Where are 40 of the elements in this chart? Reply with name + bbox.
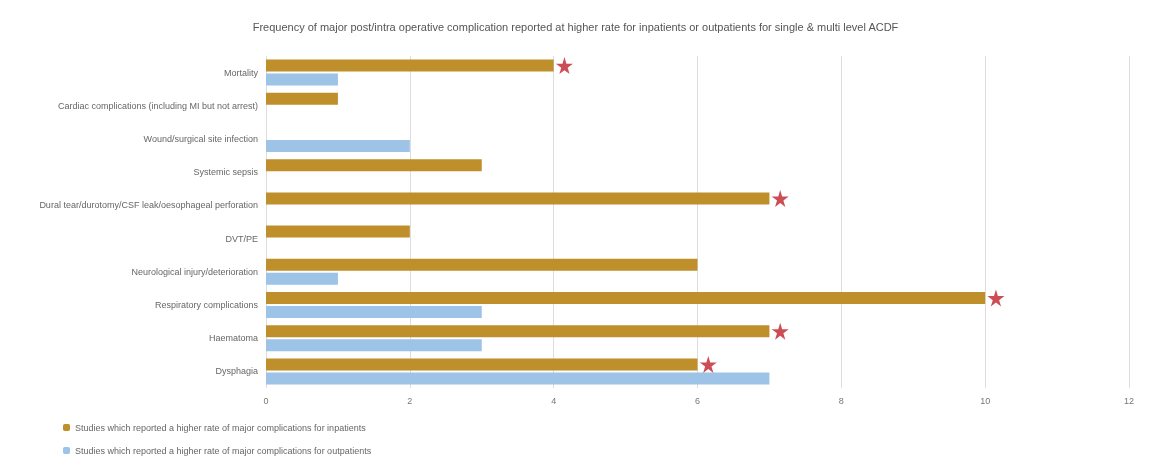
bar — [266, 92, 338, 105]
bar — [266, 339, 482, 352]
y-tick-label: Dysphagia — [215, 366, 258, 377]
bar — [266, 372, 770, 385]
point — [771, 322, 789, 340]
y-tick-label: Neurological injury/deterioration — [131, 266, 258, 277]
x-tick-label: 6 — [694, 395, 701, 406]
legend-label: Studies which reported a higher rate of major complications for outpatients — [75, 445, 372, 456]
y-tick-label: Wound/surgical site infection — [143, 134, 258, 144]
y-tick-label: Cardiac complications (including MI but not arrest) — [57, 100, 258, 111]
y-tick-label: Dural tear/durotomy/CSF leak/oesophageal perforation — [39, 200, 258, 211]
point — [987, 289, 1005, 307]
y-tick-label: Mortality — [223, 67, 259, 78]
point — [699, 355, 717, 373]
y-tick-label: Respiratory complications — [154, 300, 259, 310]
bar — [266, 159, 482, 172]
bar — [266, 306, 482, 318]
legend-label: Studies which reported a higher rate of major complications for inpatients — [75, 422, 367, 433]
bar — [266, 325, 770, 338]
y-tick-label: DVT/PE — [225, 233, 258, 244]
bar — [266, 59, 554, 72]
y-tick-label: Haematoma — [208, 333, 258, 344]
chart-title: Frequency of major post/intra operative complication reported at higher rate for inpatients or outpatients for single & multi level ACDF — [252, 20, 899, 33]
x-tick-label: 12 — [1123, 395, 1135, 406]
point — [555, 57, 573, 75]
bar — [266, 73, 338, 86]
bar — [266, 140, 410, 152]
bar — [266, 358, 698, 371]
x-tick-label: 10 — [980, 395, 991, 406]
bar — [266, 272, 338, 285]
point — [771, 189, 789, 207]
x-tick-label: 8 — [838, 395, 844, 406]
bar — [266, 258, 698, 271]
bar — [266, 225, 410, 238]
x-tick-label: 2 — [407, 395, 413, 406]
x-tick-label: 4 — [551, 395, 557, 406]
bar — [266, 192, 770, 205]
x-tick-label: 0 — [263, 395, 269, 406]
bar — [266, 292, 986, 304]
y-tick-label: Systemic sepsis — [193, 167, 259, 178]
